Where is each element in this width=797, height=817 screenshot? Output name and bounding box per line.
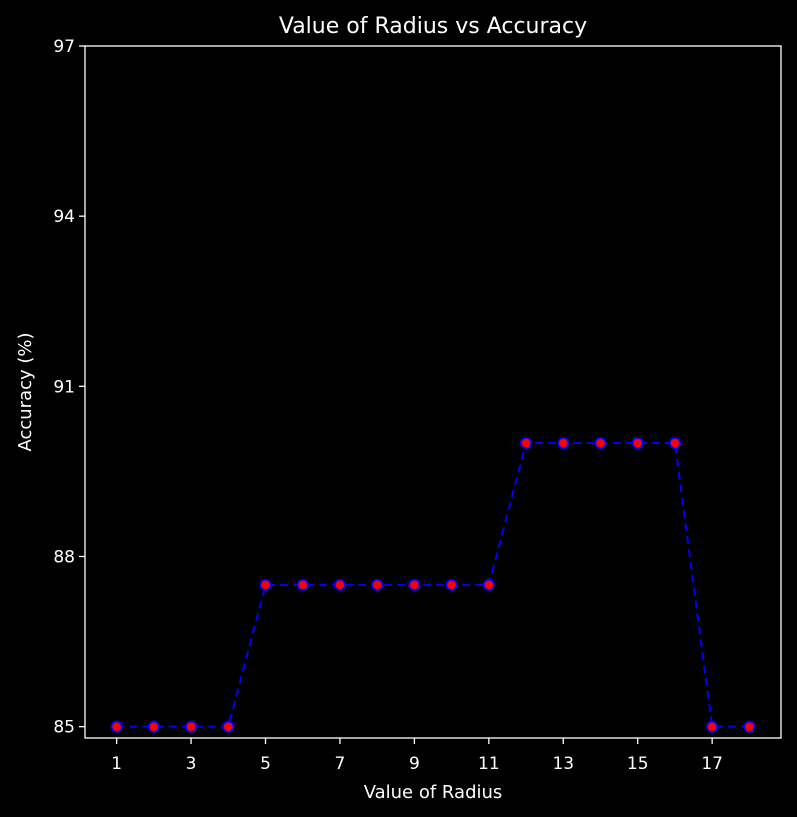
data-point (184, 720, 198, 733)
x-tick-label: 7 (335, 754, 346, 774)
series-line (116, 442, 750, 728)
data-point (706, 720, 719, 733)
chart-title: Value of Radius vs Accuracy (279, 14, 587, 39)
y-axis-label: Accuracy (%) (15, 332, 36, 451)
plot-frame (84, 45, 782, 739)
y-tick-label: 88 (53, 547, 75, 567)
x-tick-label: 1 (111, 754, 122, 774)
x-tick-label: 3 (186, 754, 197, 774)
y-tick-label: 91 (53, 377, 75, 397)
data-point (333, 578, 347, 591)
y-tick-label: 85 (53, 718, 75, 738)
y-tick-label: 94 (53, 207, 75, 227)
data-point (631, 436, 644, 450)
x-tick-label: 17 (701, 754, 723, 774)
y-tick-label: 97 (53, 37, 75, 57)
x-axis-label: Value of Radius (364, 782, 503, 803)
x-tick-label: 5 (260, 754, 271, 774)
data-point (408, 578, 421, 591)
data-point (259, 578, 272, 591)
data-point (110, 720, 123, 733)
data-point (594, 436, 607, 450)
data-point (147, 720, 160, 733)
x-tick-label: 11 (478, 754, 500, 774)
data-point (296, 578, 309, 591)
data-point (445, 578, 458, 591)
data-point (557, 436, 570, 450)
data-point (222, 720, 235, 733)
data-point (371, 578, 384, 591)
data-point (519, 436, 533, 450)
data-point (482, 578, 495, 591)
x-tick-label: 9 (409, 754, 420, 774)
x-tick-label: 15 (627, 754, 649, 774)
x-tick-label: 13 (552, 754, 574, 774)
data-point (668, 436, 682, 450)
data-point (743, 720, 756, 733)
